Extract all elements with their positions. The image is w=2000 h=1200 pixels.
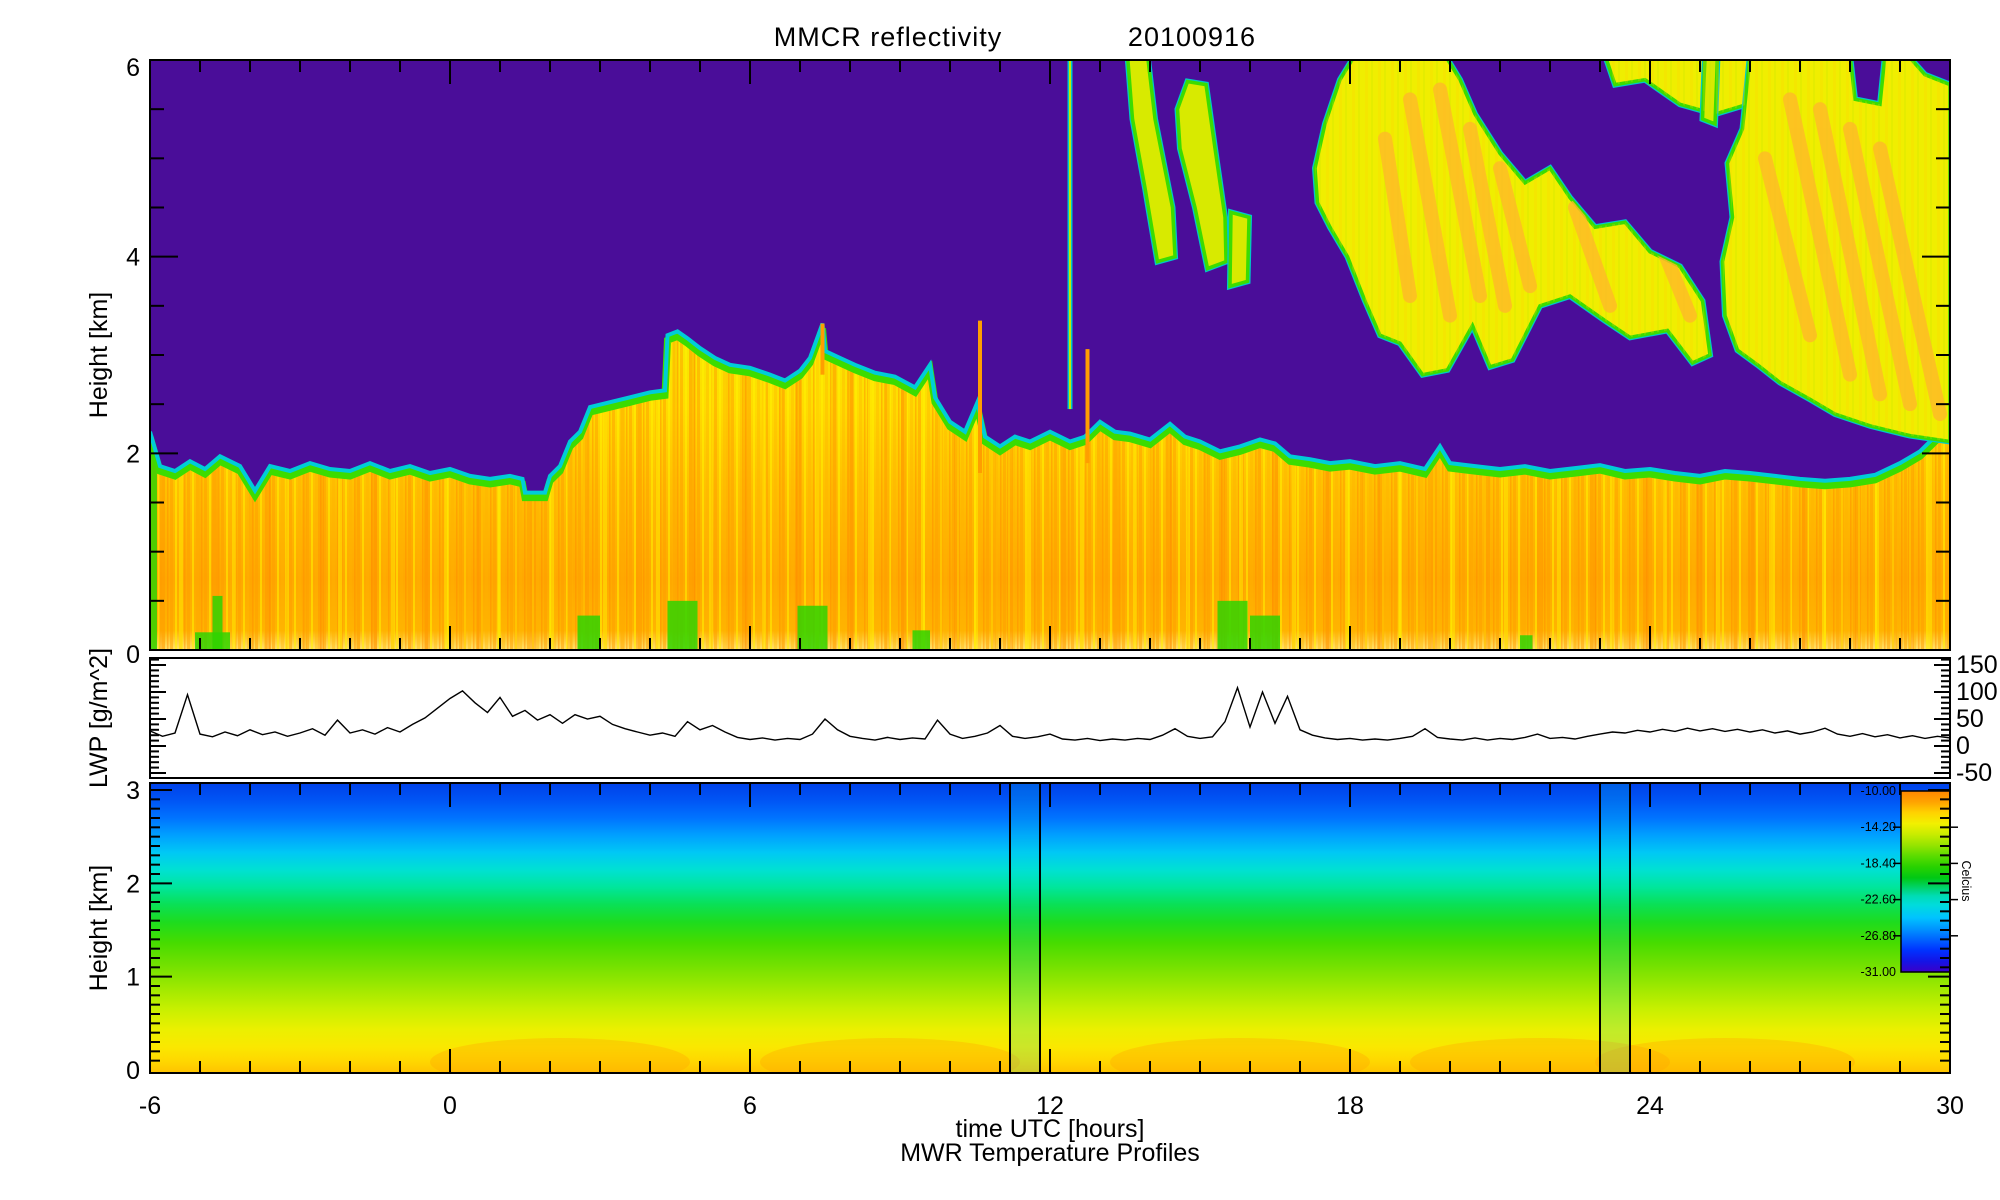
temperature-y-tick-label: 3 (126, 777, 140, 805)
lwp-y-axis-title: LWP [g/m^2] (85, 648, 113, 788)
reflectivity-y-tick-label: 2 (126, 440, 140, 468)
chart-title: MMCR reflectivity (774, 22, 1003, 52)
orange-fallstreak (1813, 102, 1887, 402)
warm-surface-blob (760, 1038, 1020, 1073)
x-tick-label: 18 (1336, 1092, 1364, 1120)
warm-surface-blob (430, 1038, 690, 1073)
cirrus-streak-a1 (1126, 60, 1177, 264)
boundary-layer-streaks-coarse (150, 325, 1950, 650)
surface-green-patch (1217, 600, 1248, 650)
colorbar-label: -10.00 (1861, 784, 1896, 798)
surface-green-patch (1250, 615, 1280, 650)
cool-column (1010, 783, 1040, 1073)
orange-fallstreak (1433, 82, 1487, 303)
orange-fallstreak (1403, 92, 1457, 323)
lwp-y-tick-label: 100 (1956, 678, 1998, 706)
reflectivity-y-tick-label: 0 (126, 641, 140, 669)
colorbar-label: -26.80 (1861, 929, 1896, 943)
surface-green-patch (1520, 635, 1533, 650)
temperature-field (150, 783, 1950, 1073)
orange-fallstreak (1378, 131, 1417, 303)
colorbar-label: -31.00 (1861, 965, 1896, 979)
surface-green-patch (797, 605, 828, 650)
cirrus-streak-a3 (1228, 210, 1251, 289)
lwp-line (151, 685, 1949, 742)
colorbar-gradient (1900, 790, 1951, 973)
data-layers: -10.00 -14.20 -18.40 -22.60 -26.80 -31.00 (150, 60, 1958, 1073)
surface-green-patch (667, 600, 698, 650)
orange-fallstreak (1783, 92, 1857, 382)
reflectivity-y-axis-title: Height [km] (85, 292, 113, 418)
x-axis-title: time UTC [hours] (956, 1115, 1145, 1143)
lwp-panel-frame (149, 657, 1951, 779)
colorbar-label: -14.20 (1861, 820, 1896, 834)
x-tick-label: 24 (1636, 1092, 1664, 1120)
x-tick-label: 12 (1036, 1092, 1064, 1120)
x-tick-label: 0 (443, 1092, 457, 1120)
orange-fallstreak (1873, 141, 1947, 421)
surface-green-patch (212, 595, 223, 650)
surface-green-patch (912, 630, 930, 650)
temperature-y-tick-label: 2 (126, 870, 140, 898)
surface-green-patch (150, 448, 157, 650)
temperature-y-tick-label: 1 (126, 964, 140, 992)
colorbar-label: -22.60 (1861, 893, 1896, 907)
lwp-y-tick-label: 0 (1956, 732, 1970, 760)
colorbar-title: Celcius (1959, 861, 1973, 902)
orange-fallstreak (1493, 161, 1537, 294)
lwp-y-tick-label: -50 (1956, 759, 1992, 787)
lwp-y-tick-label: 50 (1956, 705, 1984, 733)
orange-fallstreak (1568, 200, 1617, 313)
cloud-top-cyan-edge (150, 322, 1950, 495)
reflectivity-field (150, 60, 1950, 650)
orange-fallstreak (1843, 121, 1917, 412)
chart-date: 20100916 (1128, 22, 1256, 52)
temperature-y-tick-label: 0 (126, 1057, 140, 1085)
temperature-background (150, 783, 1950, 1073)
lwp-series (151, 685, 1949, 742)
cirrus-streak-a2 (1175, 79, 1228, 271)
x-tick-label: 6 (743, 1092, 757, 1120)
colorbar: -10.00 -14.20 -18.40 -22.60 -26.80 -31.00 (1861, 784, 1958, 979)
warm-surface-blob (1595, 1038, 1855, 1073)
cool-column (1600, 783, 1630, 1073)
lwp-y-tick-label: 150 (1956, 651, 1998, 679)
surface-green-patch (577, 615, 600, 650)
reflectivity-y-tick-label: 6 (126, 54, 140, 82)
reflectivity-y-tick-label: 4 (126, 244, 140, 272)
warm-surface-blob (1410, 1038, 1670, 1073)
x-tick-label: -6 (139, 1092, 161, 1120)
warm-surface-blob (1110, 1038, 1370, 1073)
vertical-cyan-line-core (1069, 60, 1071, 410)
orange-fallstreak (1463, 121, 1512, 313)
x-tick-label: 30 (1936, 1092, 1964, 1120)
temperature-y-axis-title: Height [km] (85, 865, 113, 991)
colorbar-label: -18.40 (1861, 856, 1896, 870)
orange-fallstreak (1758, 151, 1817, 343)
figure-subtitle: MWR Temperature Profiles (900, 1139, 1200, 1167)
